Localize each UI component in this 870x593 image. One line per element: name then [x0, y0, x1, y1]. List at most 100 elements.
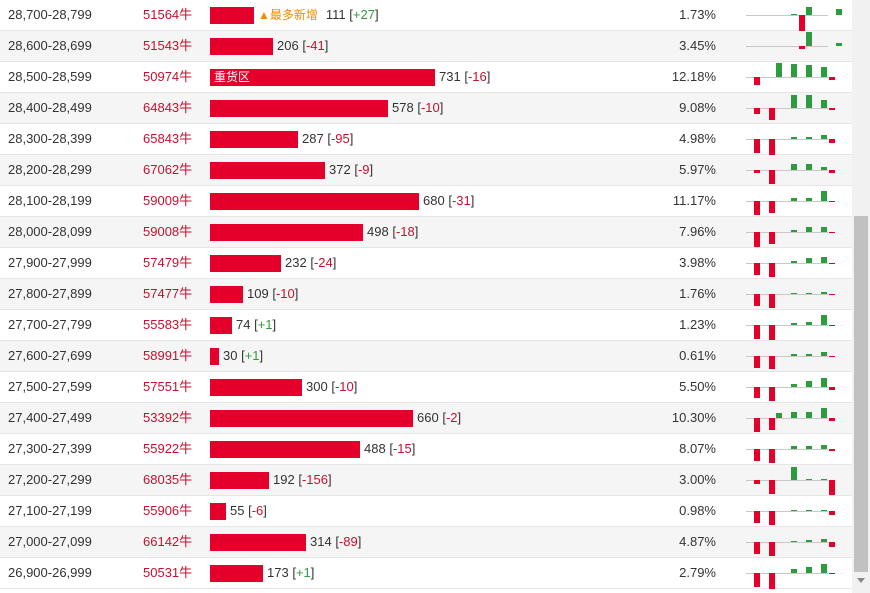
item-price[interactable]: 51543牛	[143, 38, 193, 53]
item-price[interactable]: 57479牛	[143, 255, 193, 270]
bracket-open: [	[302, 38, 306, 53]
sparkline-bar-up	[791, 14, 797, 15]
sparkline-bar-up	[836, 43, 842, 46]
volume-count: 731	[439, 69, 461, 84]
sparkline-bar-down	[829, 511, 835, 515]
sparkline-bar-up	[791, 541, 797, 542]
volume-stat: 287 [-95]	[302, 124, 353, 154]
sparkline-bar-down	[754, 232, 760, 247]
bracket-close: ]	[374, 7, 379, 22]
sparkline-bar-up	[806, 567, 812, 573]
item-price[interactable]: 59008牛	[143, 224, 193, 239]
volume-change: +1	[295, 565, 311, 580]
bracket-close: ]	[332, 255, 337, 270]
item-price[interactable]: 68035牛	[143, 472, 193, 487]
sparkline-bar-up	[791, 467, 797, 480]
volume-change: -18	[395, 224, 415, 239]
price-distribution-table: 28,700-28,799 51564牛 ▲最多新增 111 [+27] 1.73% 28…	[0, 7, 852, 589]
item-price[interactable]: 57477牛	[143, 286, 193, 301]
item-price[interactable]: 55583牛	[143, 317, 193, 332]
sparkline-bar-up	[821, 445, 827, 449]
volume-count: 488	[364, 441, 386, 456]
bracket-open: [	[349, 7, 353, 22]
bracket-close: ]	[272, 317, 277, 332]
volume-change: -95	[330, 131, 350, 146]
item-price[interactable]: 58991牛	[143, 348, 193, 363]
volume-count: 55	[230, 503, 245, 518]
item-price[interactable]: 50531牛	[143, 565, 193, 580]
item-price[interactable]: 59009牛	[143, 193, 193, 208]
sparkline-baseline	[746, 418, 828, 419]
vertical-scrollbar[interactable]	[852, 0, 870, 593]
bracket-open: [	[389, 441, 393, 456]
item-price[interactable]: 65843牛	[143, 131, 193, 146]
sparkline-bar-down	[829, 170, 835, 173]
sparkline-bar-down	[754, 511, 760, 523]
sparkline-bar-up	[806, 7, 812, 15]
trend-sparkline	[746, 186, 835, 216]
item-price[interactable]: 67062牛	[143, 162, 193, 177]
heavy-zone-label: 重货区	[214, 70, 251, 84]
sparkline-bar-down	[754, 108, 760, 114]
sparkline-bar-down	[769, 263, 775, 277]
sparkline-bar-up	[821, 352, 827, 356]
volume-change: -24	[313, 255, 333, 270]
item-price[interactable]: 53392牛	[143, 410, 193, 425]
item-price[interactable]: 51564牛	[143, 7, 193, 22]
trend-sparkline	[746, 248, 835, 278]
sparkline-bar-up	[806, 412, 812, 418]
bracket-close: ]	[310, 565, 315, 580]
bracket-open: [	[292, 565, 296, 580]
bracket-open: [	[392, 224, 396, 239]
bracket-open: [	[331, 379, 335, 394]
bracket-close: ]	[457, 410, 462, 425]
sparkline-bar-up	[806, 258, 812, 263]
sparkline-baseline	[746, 387, 828, 388]
volume-bar	[210, 193, 419, 210]
volume-bar	[210, 38, 273, 55]
sparkline-bar-up	[791, 261, 797, 263]
sparkline-bar-up	[806, 540, 812, 542]
bracket-close: ]	[294, 286, 299, 301]
price-range: 28,300-28,399	[8, 131, 92, 146]
table-row: 27,300-27,399 55922牛 488 [-15] 8.07%	[0, 434, 852, 465]
volume-stat: 192 [-156]	[273, 465, 332, 495]
sparkline-bar-up	[791, 198, 797, 201]
scrollbar-thumb[interactable]	[854, 216, 868, 572]
trend-sparkline	[746, 558, 835, 589]
item-price[interactable]: 64843牛	[143, 100, 193, 115]
scroll-down-arrow-icon[interactable]	[857, 578, 865, 583]
volume-bar: 重货区	[210, 69, 435, 86]
sparkline-bar-down	[769, 170, 775, 184]
volume-stat: 30 [+1]	[223, 341, 263, 371]
item-price[interactable]: 55906牛	[143, 503, 193, 518]
volume-stat: 74 [+1]	[236, 310, 276, 340]
bracket-close: ]	[357, 534, 362, 549]
table-row: 28,200-28,299 67062牛 372 [-9] 5.97%	[0, 155, 852, 186]
sparkline-bar-up	[806, 95, 812, 108]
price-range: 28,700-28,799	[8, 7, 92, 22]
item-price[interactable]: 55922牛	[143, 441, 193, 456]
trend-sparkline	[746, 403, 835, 433]
volume-stat: 372 [-9]	[329, 155, 373, 185]
sparkline-bar-down	[769, 418, 775, 430]
item-price[interactable]: 66142牛	[143, 534, 193, 549]
sparkline-bar-up	[821, 510, 827, 511]
bracket-open: [	[327, 131, 331, 146]
item-price[interactable]: 50974牛	[143, 69, 193, 84]
bracket-open: [	[248, 503, 252, 518]
share-percent: 3.45%	[679, 38, 716, 53]
sparkline-bar-down	[754, 573, 760, 587]
table-row: 27,600-27,699 58991牛 30 [+1] 0.61%	[0, 341, 852, 372]
sparkline-baseline	[746, 511, 828, 512]
volume-count: 314	[310, 534, 332, 549]
sparkline-bar-up	[821, 479, 827, 480]
sparkline-bar-down	[754, 201, 760, 215]
bracket-open: [	[442, 410, 446, 425]
volume-stat: 206 [-41]	[277, 31, 328, 61]
sparkline-bar-up	[791, 510, 797, 511]
sparkline-bar-up	[821, 564, 827, 573]
item-price[interactable]: 57551牛	[143, 379, 193, 394]
sparkline-bar-up	[806, 137, 812, 139]
volume-change: -9	[357, 162, 370, 177]
